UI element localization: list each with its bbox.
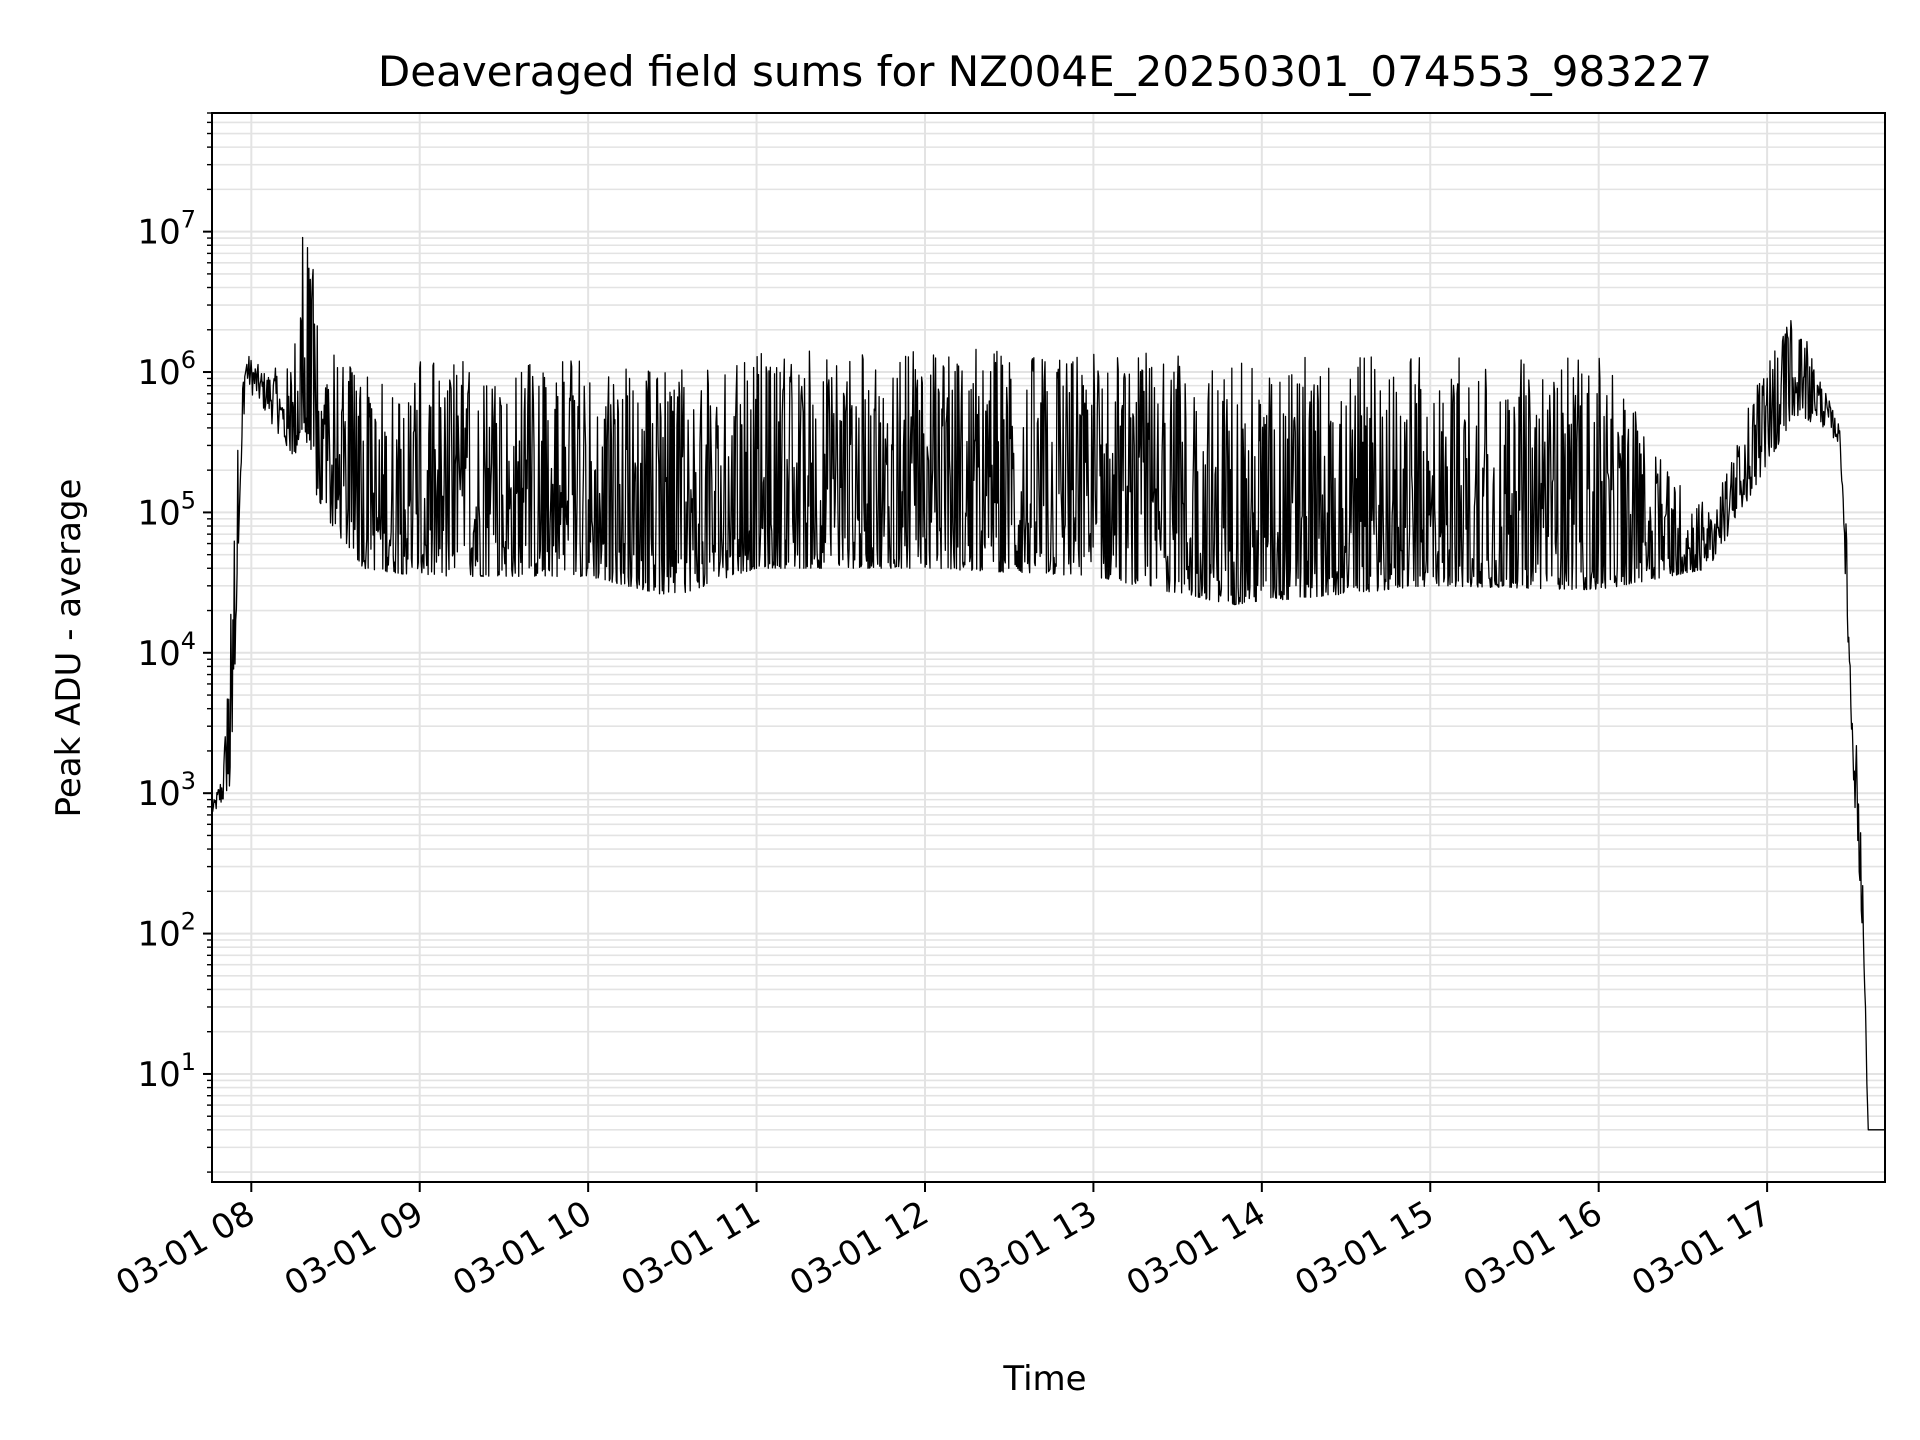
x-axis-label: Time [1002,1359,1086,1399]
y-tick-label: 101 [137,1048,196,1095]
y-tick-exponent: 7 [181,206,196,234]
y-tick-label: 103 [137,767,196,814]
y-tick-base: 10 [137,1055,180,1095]
y-tick-base: 10 [137,774,180,814]
chart-title: Deaveraged field sums for NZ004E_2025030… [378,47,1712,96]
y-tick-label: 105 [137,486,196,533]
y-tick-exponent: 4 [181,627,196,655]
y-tick-exponent: 6 [181,346,196,374]
y-tick-base: 10 [137,213,180,253]
y-tick-base: 10 [137,915,180,955]
y-tick-exponent: 3 [181,767,196,795]
y-tick-label: 106 [137,346,196,393]
plot-area-frame [211,112,1886,1183]
y-tick-label: 102 [137,908,196,955]
series-layer [212,236,1885,1131]
y-tick-label: 107 [137,206,196,253]
series-line [212,236,1885,1131]
y-tick-exponent: 2 [181,908,196,936]
y-tick-label: 104 [137,627,196,674]
y-tick-base: 10 [137,353,180,393]
y-tick-base: 10 [137,634,180,674]
y-tick-base: 10 [137,493,180,533]
y-axis-label: Peak ADU - average [49,479,89,818]
y-tick-exponent: 1 [181,1048,196,1076]
y-tick-exponent: 5 [181,486,196,514]
